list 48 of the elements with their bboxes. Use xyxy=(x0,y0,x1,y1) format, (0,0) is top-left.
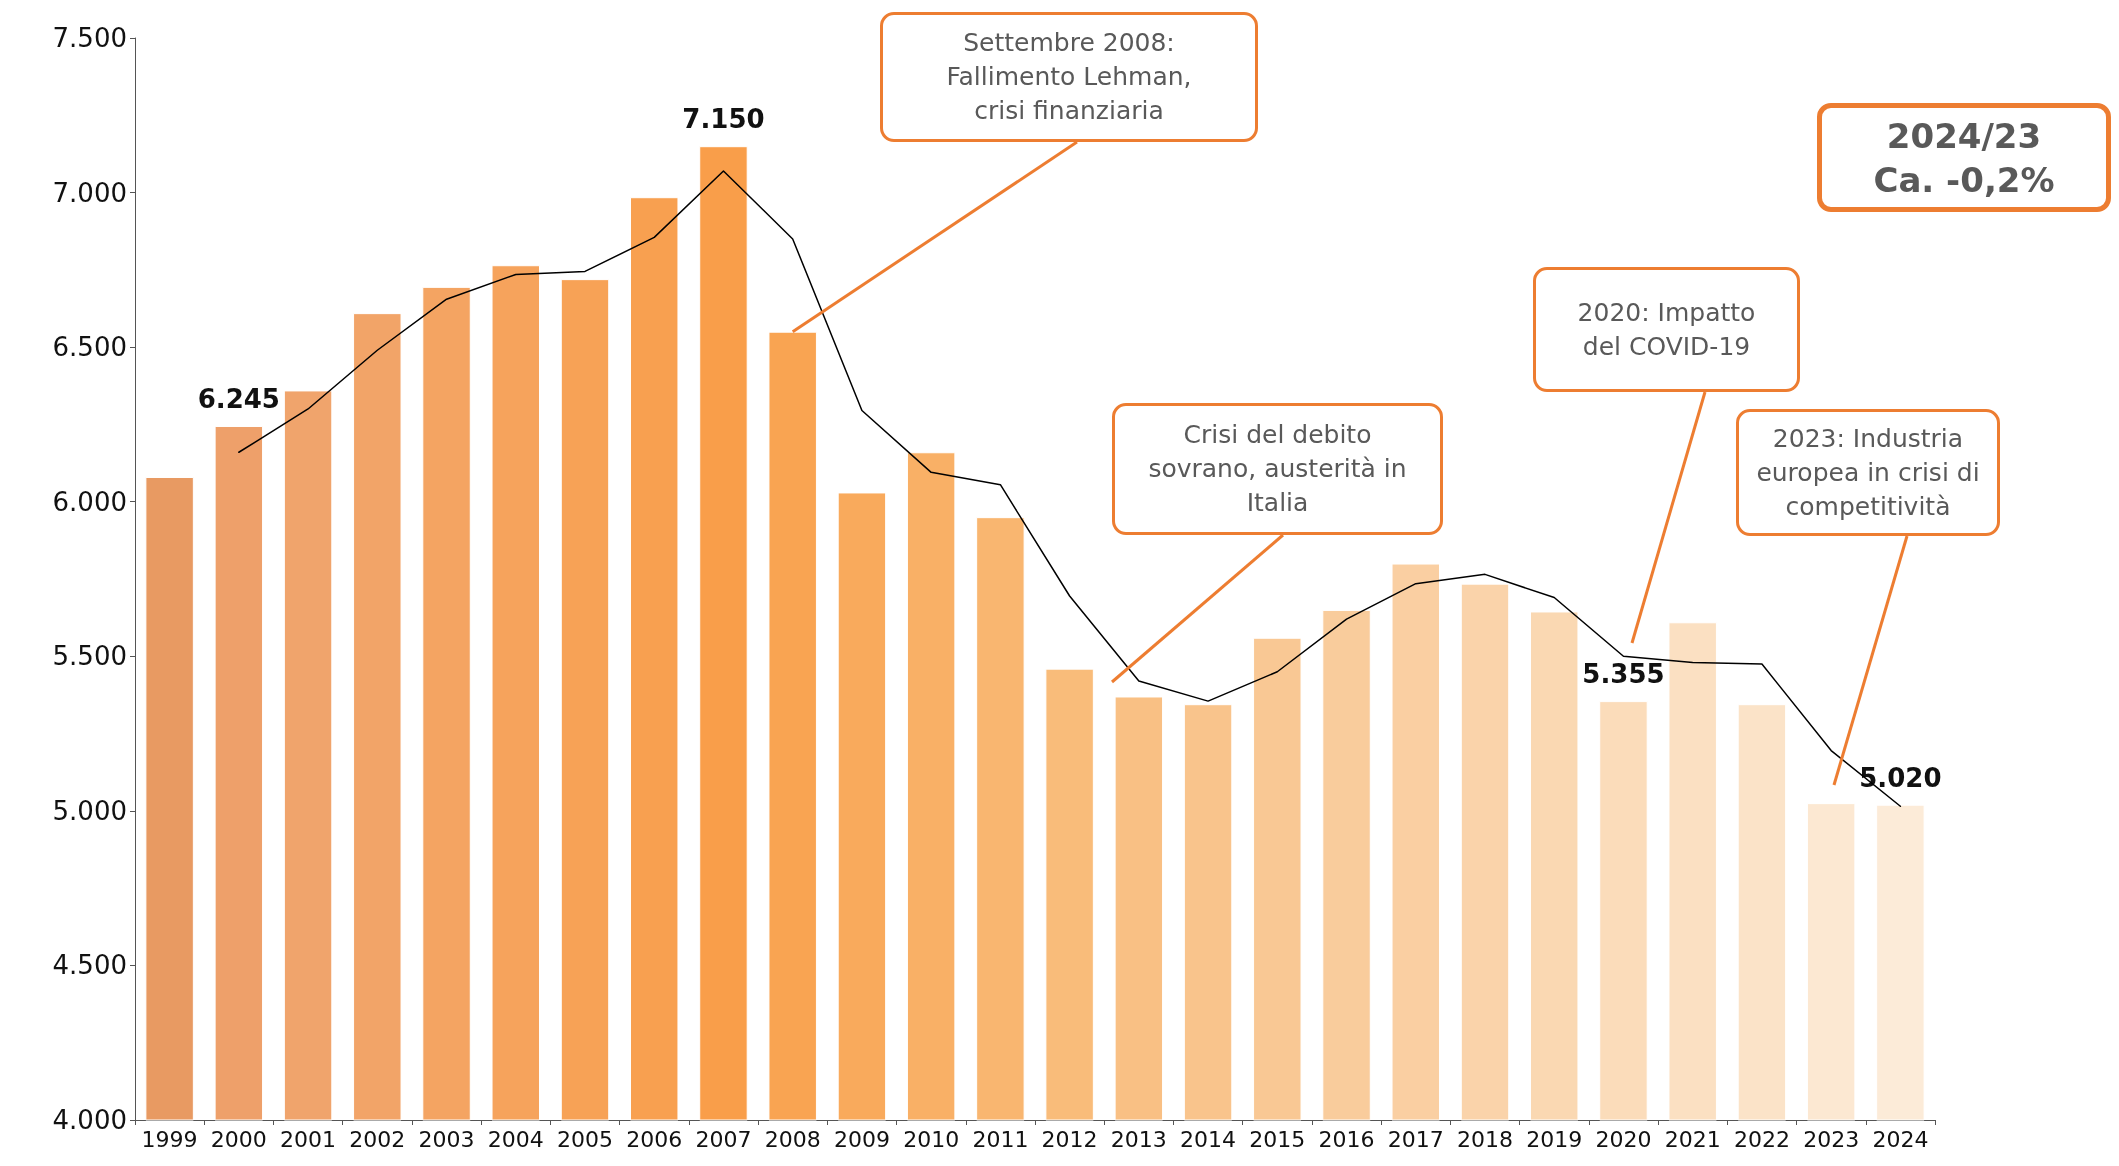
x-tick-label: 2022 xyxy=(1733,1126,1790,1152)
x-tick-label: 2002 xyxy=(349,1126,406,1152)
x-tick-label: 2009 xyxy=(833,1126,890,1152)
y-tick-label: 6.000 xyxy=(52,486,127,517)
annotation: 2024/23 Ca. -0,2% xyxy=(1872,114,2056,202)
y-tick-label: 7.000 xyxy=(52,177,127,208)
x-tick-label: 2000 xyxy=(210,1126,267,1152)
annotation: 2020: Impatto del COVID-19 xyxy=(1576,296,1757,363)
x-tick-label: 2001 xyxy=(280,1126,337,1152)
x-tick-label: 2003 xyxy=(418,1126,475,1152)
x-tick-label: 2012 xyxy=(1041,1126,1098,1152)
x-tick-label: 2006 xyxy=(626,1126,683,1152)
x-tick-label: 2010 xyxy=(903,1126,960,1152)
x-tick-label: 1999 xyxy=(141,1126,198,1152)
annotation: 2023: Industria europea in crisi di competitività xyxy=(1755,422,1981,523)
x-tick-label: 2021 xyxy=(1664,1126,1721,1152)
y-tick-label: 5.500 xyxy=(52,641,127,672)
x-tick-label: 2018 xyxy=(1457,1126,1513,1152)
x-tick-label: 2020 xyxy=(1595,1126,1652,1152)
x-tick-label: 2011 xyxy=(972,1126,1029,1152)
y-tick-label: 5.000 xyxy=(52,795,127,826)
x-tick-label: 2023 xyxy=(1803,1126,1860,1152)
y-tick-label: 4.500 xyxy=(52,950,127,981)
callout-box: Settembre 2008: Fallimento Lehman, crisi finanziaria xyxy=(880,12,1258,142)
callout-box: 2023: Industria europea in crisi di competitività xyxy=(1736,409,2000,536)
x-tick-label: 2017 xyxy=(1387,1126,1444,1152)
y-tick-label: 7.500 xyxy=(52,23,127,53)
x-tick-label: 2007 xyxy=(695,1126,752,1152)
callout-box: 2024/23 Ca. -0,2% xyxy=(1817,103,2111,212)
callout-box: Crisi del debito sovrano, austerità in Italia xyxy=(1112,403,1443,535)
x-tick-label: 2005 xyxy=(557,1126,613,1152)
annotation: Crisi del debito sovrano, austerità in Italia xyxy=(1147,419,1408,519)
data-label: 7.150 xyxy=(682,104,765,135)
y-tick-label: 6.500 xyxy=(52,332,127,363)
x-tick-label: 2016 xyxy=(1318,1126,1375,1152)
x-tick-label: 2024 xyxy=(1872,1126,1929,1152)
callout-box: 2020: Impatto del COVID-19 xyxy=(1533,267,1800,392)
y-tick-label: 4.000 xyxy=(52,1105,127,1135)
x-tick-label: 2013 xyxy=(1110,1126,1167,1152)
x-tick-label: 2019 xyxy=(1526,1126,1583,1152)
x-tick-label: 2008 xyxy=(764,1126,821,1152)
x-tick-label: 2014 xyxy=(1180,1126,1237,1152)
x-tick-label: 2004 xyxy=(487,1126,544,1152)
annotation: Settembre 2008: Fallimento Lehman, crisi finanziaria xyxy=(945,27,1193,127)
data-label: 6.245 xyxy=(197,383,280,414)
x-tick-label: 2015 xyxy=(1249,1126,1306,1152)
data-label: 5.355 xyxy=(1582,659,1665,690)
data-label: 5.020 xyxy=(1859,762,1942,793)
